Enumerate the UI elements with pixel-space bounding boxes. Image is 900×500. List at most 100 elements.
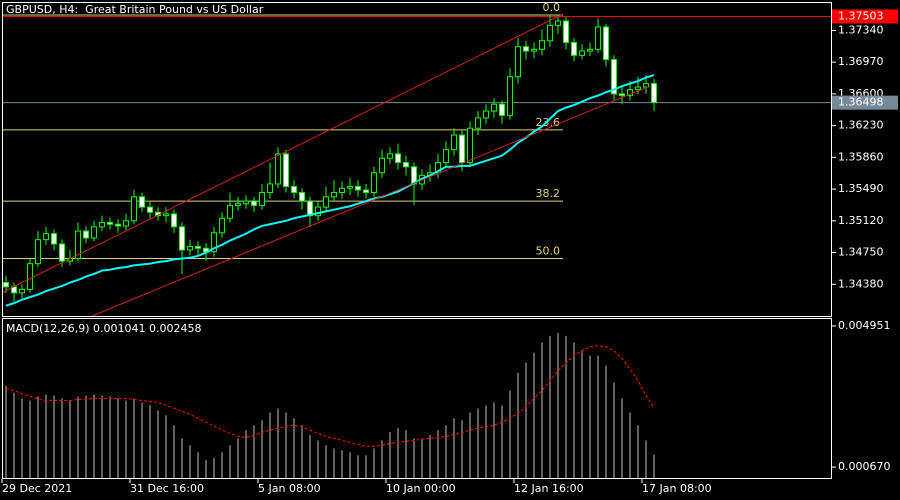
candle-body xyxy=(107,222,113,225)
candle-body xyxy=(371,172,377,194)
candle-body xyxy=(643,83,649,88)
candle-body xyxy=(611,59,617,95)
candle-body xyxy=(147,206,153,213)
candle-body xyxy=(603,26,609,61)
candle-body xyxy=(291,186,297,194)
candle-body xyxy=(491,103,497,112)
candle-body xyxy=(451,134,457,151)
candle-body xyxy=(51,233,57,245)
candle-body xyxy=(595,26,601,50)
candle-body xyxy=(227,204,233,219)
candle-body xyxy=(475,117,481,129)
price-label-box xyxy=(832,95,898,110)
candle-body xyxy=(483,110,489,119)
channel-upper xyxy=(2,13,564,293)
candle-body xyxy=(91,226,97,239)
fib-label: 38.2 xyxy=(536,187,561,200)
y-tick-label: 1.36230 xyxy=(838,119,884,132)
candle-body xyxy=(3,282,9,288)
candle-body xyxy=(123,220,129,227)
candle-body xyxy=(635,86,641,91)
candle-body xyxy=(235,203,241,206)
candle-body xyxy=(523,46,529,52)
candle-body xyxy=(507,76,513,116)
candle-body xyxy=(395,153,401,164)
candle-body xyxy=(547,24,553,42)
x-tick-label: 10 Jan 00:00 xyxy=(386,482,456,495)
candle-body xyxy=(435,162,441,174)
candle-body xyxy=(275,153,281,185)
candle-body xyxy=(59,243,65,262)
y-tick-label: 1.35860 xyxy=(838,150,884,163)
chart-title: GBPUSD, H4: Great Britain Pound vs US Do… xyxy=(6,3,264,16)
candle-body xyxy=(299,192,305,202)
candle-body xyxy=(27,263,33,290)
y-tick-label: 1.36970 xyxy=(838,55,884,68)
candle-body xyxy=(219,217,225,234)
y-tick-label: 1.34750 xyxy=(838,246,884,259)
candle-body xyxy=(515,46,521,78)
candle-body xyxy=(363,189,369,194)
candle-body xyxy=(627,89,633,97)
candle-body xyxy=(267,183,273,194)
channel-lower xyxy=(91,85,651,317)
candle-body xyxy=(243,200,249,205)
candle-body xyxy=(571,41,577,56)
macd-value: 0.001041 xyxy=(93,322,146,335)
candle-body xyxy=(75,230,81,260)
y-tick-label: 0.000670 xyxy=(838,460,891,473)
candle-body xyxy=(131,196,137,222)
candle-body xyxy=(83,230,89,239)
candle-body xyxy=(651,83,657,103)
candle-body xyxy=(387,153,393,159)
candle-body xyxy=(195,246,201,249)
candle-body xyxy=(355,186,361,191)
price-panel-frame xyxy=(2,2,832,317)
candle-body xyxy=(259,192,265,206)
candle-body xyxy=(163,213,169,217)
y-tick-label: 0.004951 xyxy=(838,319,891,332)
x-tick-label: 29 Dec 2021 xyxy=(2,482,72,495)
fib-label: 23.6 xyxy=(536,116,561,129)
candle-body xyxy=(443,149,449,164)
macd-panel-frame xyxy=(2,318,832,479)
price-label: 1.36498 xyxy=(838,96,884,109)
candle-body xyxy=(379,157,385,174)
candle-body xyxy=(619,93,625,97)
candle-body xyxy=(315,206,321,217)
macd-header: MACD(12,26,9) 0.001041 0.002458 xyxy=(6,322,202,335)
candle-body xyxy=(539,40,545,50)
candle-body xyxy=(339,187,345,194)
y-tick-label: 1.37340 xyxy=(838,23,884,36)
candle-body xyxy=(563,20,569,43)
candle-body xyxy=(179,226,185,251)
candle-body xyxy=(331,192,337,198)
fib-label: 50.0 xyxy=(536,245,561,258)
candle-body xyxy=(19,288,25,294)
candle-body xyxy=(499,103,505,116)
indicator-name: MACD(12,26,9) xyxy=(6,322,90,335)
x-tick-label: 12 Jan 16:00 xyxy=(514,482,584,495)
candle-body xyxy=(347,186,353,189)
candle-body xyxy=(43,233,49,241)
x-tick-label: 17 Jan 08:00 xyxy=(642,482,712,495)
price-label-box xyxy=(832,9,898,24)
candle-body xyxy=(115,223,121,227)
candle-body xyxy=(99,222,105,228)
signal-line xyxy=(5,345,655,447)
y-tick-label: 1.35120 xyxy=(838,214,884,227)
candle-body xyxy=(531,48,537,52)
candle-body xyxy=(35,239,41,265)
candle-body xyxy=(139,196,145,208)
candle-body xyxy=(323,196,329,208)
y-tick-label: 1.34380 xyxy=(838,277,884,290)
candle-body xyxy=(579,50,585,56)
moving-average xyxy=(5,74,655,307)
candle-body xyxy=(403,162,409,168)
candle-body xyxy=(459,134,465,164)
signal-value: 0.002458 xyxy=(149,322,202,335)
candle-body xyxy=(467,127,473,164)
